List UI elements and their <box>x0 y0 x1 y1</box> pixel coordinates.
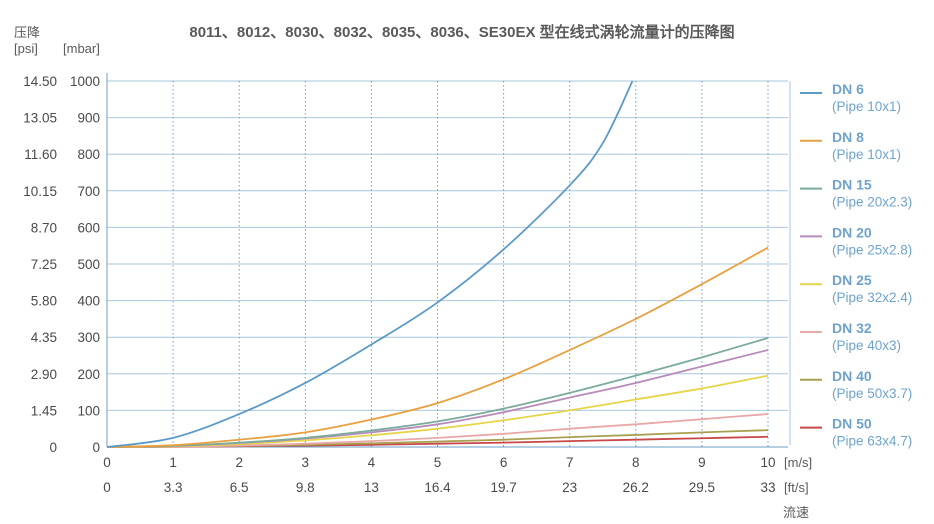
legend-sub-dn-32: (Pipe 40x3) <box>832 338 901 353</box>
y-tick-label-psi: 4.35 <box>31 330 57 345</box>
x-tick-label-fts: 6.5 <box>230 480 249 495</box>
x-tick-label-fts: 0 <box>103 480 111 495</box>
x-tick-label-ms: 5 <box>434 455 442 470</box>
y-tick-label-mbar: 900 <box>77 111 100 126</box>
legend-name-dn-20: DN 20 <box>832 224 872 240</box>
legend-sub-dn-40: (Pipe 50x3.7) <box>832 386 912 401</box>
x-tick-label-ms: 8 <box>632 455 640 470</box>
x-tick-label-fts: 23 <box>562 480 577 495</box>
y-tick-label-psi: 1.45 <box>31 403 57 418</box>
legend-sub-dn-20: (Pipe 25x2.8) <box>832 242 912 257</box>
series-line-dn-15 <box>106 337 769 448</box>
x-tick-label-fts: 33 <box>760 480 775 495</box>
y-tick-label-psi: 14.50 <box>23 74 57 89</box>
series-line-dn-8 <box>106 246 769 448</box>
legend-name-dn-40: DN 40 <box>832 368 872 384</box>
x-tick-label-fts: 29.5 <box>689 480 715 495</box>
legend-name-dn-15: DN 15 <box>832 177 872 193</box>
x-tick-label-ms: 7 <box>566 455 574 470</box>
x-tick-label-ms: 1 <box>169 455 177 470</box>
y-tick-label-psi: 7.25 <box>31 257 57 272</box>
y-tick-label-psi: 11.60 <box>24 147 57 162</box>
x-tick-label-ms: 10 <box>760 455 775 470</box>
legend-name-dn-32: DN 32 <box>832 320 872 336</box>
x-tick-label-ms: 3 <box>302 455 310 470</box>
y-tick-label-mbar: 500 <box>77 257 100 272</box>
y-unit-psi: [psi] <box>14 41 38 56</box>
legend-sub-dn-25: (Pipe 32x2.4) <box>832 290 912 305</box>
y-tick-label-mbar: 0 <box>92 440 100 455</box>
legend-name-dn-8: DN 8 <box>832 129 864 145</box>
y-tick-label-mbar: 700 <box>77 184 100 199</box>
x-tick-label-ms: 9 <box>698 455 706 470</box>
x-unit-ms: [m/s] <box>784 455 812 470</box>
y-tick-label-mbar: 600 <box>77 220 100 235</box>
series-line-dn-20 <box>106 349 769 448</box>
legend: DN 6 (Pipe 10x1) DN 8 (Pipe 10x1) DN 15 (Pipe… <box>800 81 912 449</box>
x-tick-label-fts: 3.3 <box>164 480 183 495</box>
axes: 001001.452002.903004.354005.805007.25600… <box>23 73 791 495</box>
x-unit-fts: [ft/s] <box>784 480 809 495</box>
y-tick-label-psi: 10.15 <box>23 184 57 199</box>
y-tick-label-psi: 5.80 <box>31 294 57 309</box>
x-tick-label-ms: 6 <box>500 455 508 470</box>
chart-title: 8011、8012、8030、8032、8035、8036、SE30EX 型在线… <box>189 23 734 41</box>
x-tick-label-fts: 26.2 <box>623 480 649 495</box>
x-axis-label: 流速 <box>783 505 809 520</box>
series-line-dn-32 <box>106 413 769 448</box>
legend-name-dn-25: DN 25 <box>832 272 872 288</box>
x-tick-label-ms: 4 <box>368 455 376 470</box>
y-tick-label-mbar: 800 <box>77 147 100 162</box>
legend-name-dn-50: DN 50 <box>832 416 872 432</box>
x-tick-label-fts: 16.4 <box>424 480 451 495</box>
y-tick-label-mbar: 400 <box>77 294 100 309</box>
x-tick-label-fts: 9.8 <box>296 480 315 495</box>
y-tick-label-psi: 13.05 <box>23 111 57 126</box>
legend-name-dn-6: DN 6 <box>832 81 864 97</box>
y-axis-label: 压降 <box>14 25 40 40</box>
y-tick-label-psi: 0 <box>49 440 57 455</box>
y-tick-label-mbar: 1000 <box>70 74 100 89</box>
x-tick-label-fts: 13 <box>364 480 379 495</box>
y-tick-label-mbar: 300 <box>77 330 100 345</box>
x-tick-label-fts: 19.7 <box>490 480 516 495</box>
x-tick-label-ms: 2 <box>235 455 243 470</box>
y-tick-label-psi: 8.70 <box>31 220 57 235</box>
legend-sub-dn-50: (Pipe 63x4.7) <box>832 434 912 449</box>
y-unit-mbar: [mbar] <box>63 41 100 56</box>
y-tick-label-mbar: 200 <box>77 367 100 382</box>
series-line-dn-6 <box>106 80 634 448</box>
x-tick-label-ms: 0 <box>103 455 111 470</box>
series-lines <box>106 80 769 448</box>
legend-sub-dn-15: (Pipe 20x2.3) <box>832 195 912 210</box>
y-tick-label-mbar: 100 <box>77 403 100 418</box>
legend-sub-dn-8: (Pipe 10x1) <box>832 147 901 162</box>
y-tick-label-psi: 2.90 <box>31 367 57 382</box>
grid <box>107 80 788 447</box>
legend-sub-dn-6: (Pipe 10x1) <box>832 99 901 114</box>
